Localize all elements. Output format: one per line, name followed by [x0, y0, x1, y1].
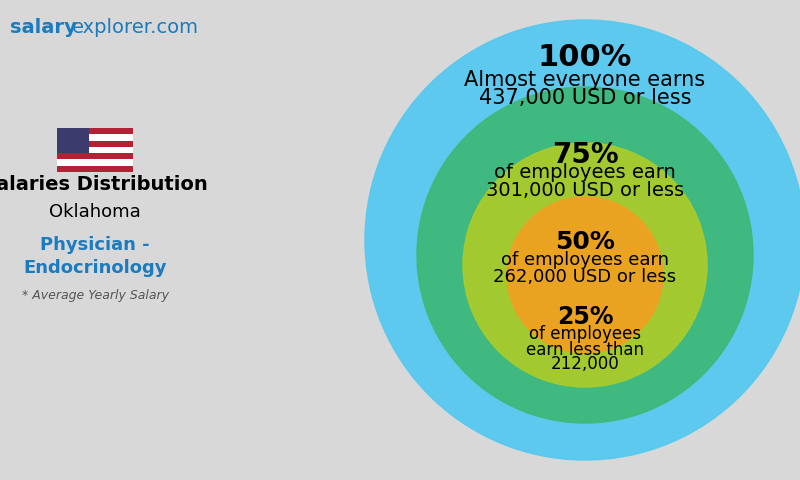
Text: salary: salary	[10, 18, 77, 37]
Bar	[57, 128, 133, 172]
Circle shape	[463, 143, 707, 387]
Bar	[57, 153, 133, 159]
Bar	[57, 141, 133, 147]
Text: Endocrinology: Endocrinology	[23, 259, 166, 277]
Text: earn less than: earn less than	[526, 341, 644, 359]
Text: Oklahoma: Oklahoma	[49, 203, 141, 221]
Bar	[57, 128, 89, 153]
Text: Salaries Distribution: Salaries Distribution	[0, 176, 208, 194]
Text: 212,000: 212,000	[550, 355, 619, 373]
Text: Almost everyone earns: Almost everyone earns	[465, 70, 706, 90]
Bar	[57, 166, 133, 172]
Text: explorer.com: explorer.com	[72, 18, 199, 37]
Text: 301,000 USD or less: 301,000 USD or less	[486, 181, 684, 201]
Text: 50%: 50%	[555, 230, 615, 254]
Text: of employees earn: of employees earn	[494, 164, 676, 182]
Text: 437,000 USD or less: 437,000 USD or less	[478, 88, 691, 108]
Circle shape	[507, 197, 663, 353]
Circle shape	[417, 87, 753, 423]
Text: 100%: 100%	[538, 44, 632, 72]
Text: 75%: 75%	[552, 141, 618, 169]
Text: 262,000 USD or less: 262,000 USD or less	[494, 268, 677, 286]
Bar	[57, 128, 133, 134]
Circle shape	[365, 20, 800, 460]
Text: Physician -: Physician -	[40, 236, 150, 254]
Text: 25%: 25%	[557, 305, 614, 329]
Text: of employees earn: of employees earn	[501, 251, 669, 269]
Text: * Average Yearly Salary: * Average Yearly Salary	[22, 288, 169, 301]
Text: of employees: of employees	[529, 325, 641, 343]
